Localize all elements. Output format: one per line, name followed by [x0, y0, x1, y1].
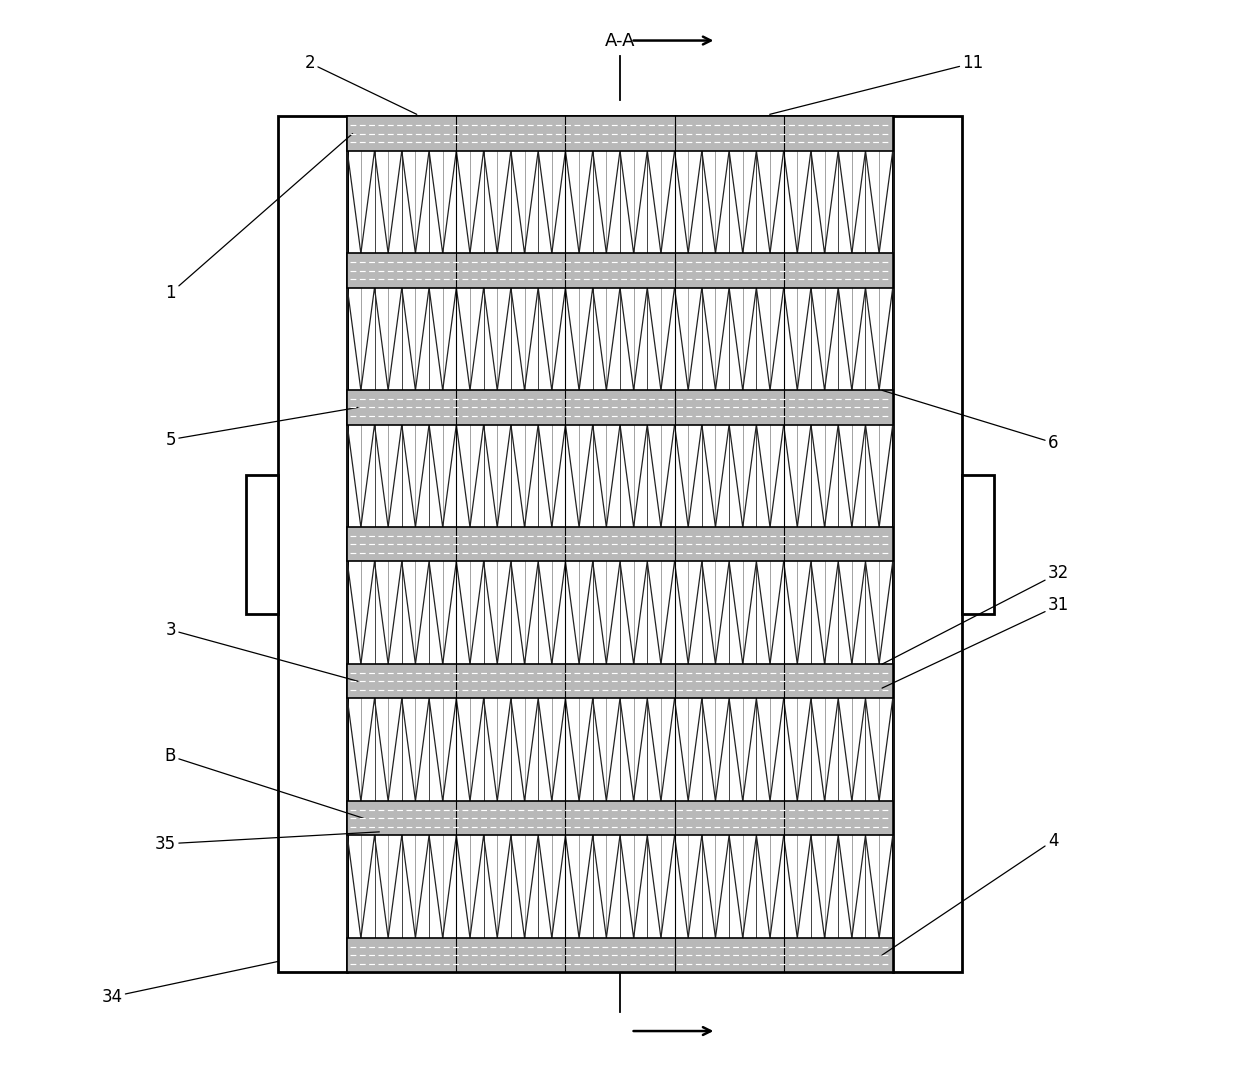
Bar: [347, 801, 893, 835]
Text: 35: 35: [155, 832, 379, 853]
Text: 32: 32: [882, 564, 1069, 664]
Text: 4: 4: [882, 831, 1059, 955]
Text: 6: 6: [882, 390, 1059, 452]
Text: B: B: [165, 747, 363, 818]
Text: A-A: A-A: [605, 31, 635, 50]
Bar: [962, 474, 994, 613]
Text: 5: 5: [166, 407, 358, 448]
Text: 34: 34: [102, 962, 278, 1006]
Bar: [347, 938, 893, 972]
Bar: [347, 527, 893, 562]
Bar: [278, 116, 347, 972]
Bar: [347, 253, 893, 288]
Text: 1: 1: [165, 134, 352, 302]
Bar: [246, 474, 278, 613]
Text: 3: 3: [165, 621, 358, 681]
Bar: [347, 390, 893, 425]
Text: 2: 2: [305, 54, 417, 114]
Bar: [347, 664, 893, 699]
Text: 31: 31: [882, 596, 1069, 688]
Bar: [893, 116, 962, 972]
Text: 11: 11: [770, 54, 983, 114]
Bar: [347, 116, 893, 972]
Bar: [347, 116, 893, 151]
